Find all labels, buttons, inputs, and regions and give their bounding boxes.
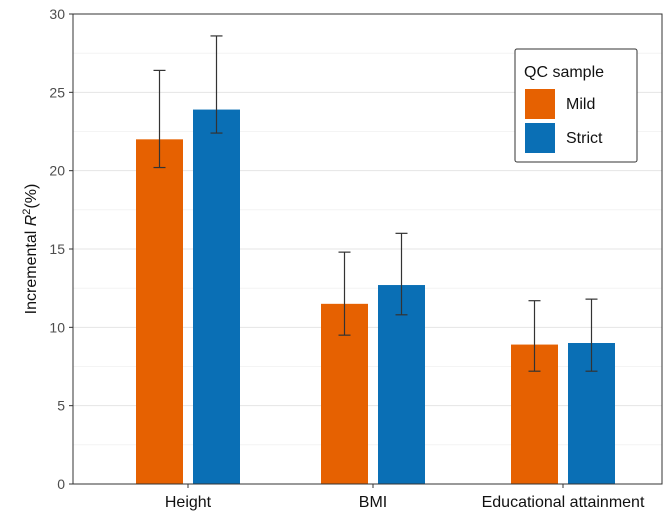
bar-strict [378,285,425,484]
axes: 0 5 10 15 20 25 30 Height BMI Educational attainm… [49,6,645,511]
bars [136,109,615,485]
y-axis-label: Incremental R2(%) [21,184,40,315]
legend-key-mild [525,89,555,119]
y-tick-label: 0 [57,476,65,492]
y-tick-label: 20 [49,163,65,179]
x-tick-label: BMI [359,494,387,511]
legend-key-strict [525,123,555,153]
y-axis-label-superscript: 2 [21,209,33,215]
x-tick-label: Educational attainment [482,494,645,511]
legend-label-strict: Strict [566,130,603,147]
y-tick-label: 30 [49,6,65,22]
x-tick-label: Height [165,494,212,511]
error-bars [153,35,598,372]
y-axis-label-prefix: Incremental [23,226,40,314]
y-axis-label-symbol: R [23,214,40,226]
bar-mild [136,139,183,485]
y-tick-label: 5 [57,398,65,414]
bar-strict [193,109,240,485]
y-tick-label: 15 [49,241,65,257]
y-tick-label: 25 [49,84,65,100]
y-axis-label-suffix: (%) [23,184,40,209]
legend-label-mild: Mild [566,96,595,113]
legend-items: Mild Strict [525,89,603,153]
legend-title: QC sample [524,64,604,81]
y-tick-label: 10 [49,319,65,335]
legend: QC sample Mild Strict [514,48,638,163]
